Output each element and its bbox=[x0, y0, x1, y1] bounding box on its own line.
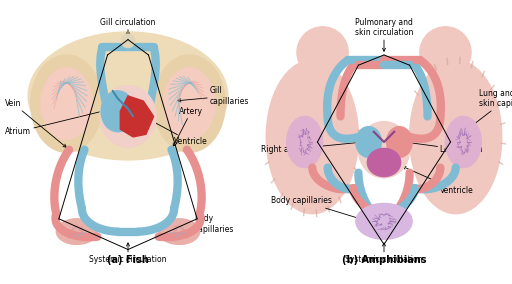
Ellipse shape bbox=[266, 60, 358, 214]
Ellipse shape bbox=[368, 149, 400, 177]
Ellipse shape bbox=[356, 127, 381, 157]
Text: Artery: Artery bbox=[173, 107, 203, 146]
Ellipse shape bbox=[159, 219, 200, 245]
Ellipse shape bbox=[117, 104, 139, 129]
Ellipse shape bbox=[121, 34, 135, 48]
Text: Gill
capillaries: Gill capillaries bbox=[178, 86, 249, 106]
Text: Left atrium: Left atrium bbox=[408, 141, 483, 154]
Ellipse shape bbox=[287, 116, 323, 168]
Text: Pulmonary and
skin circulation: Pulmonary and skin circulation bbox=[355, 18, 413, 51]
Ellipse shape bbox=[100, 86, 156, 147]
Ellipse shape bbox=[101, 91, 134, 132]
Ellipse shape bbox=[356, 203, 412, 239]
Text: Body
capillaries: Body capillaries bbox=[170, 214, 234, 234]
Text: Ventricle: Ventricle bbox=[146, 118, 208, 147]
Text: Atrium: Atrium bbox=[5, 109, 109, 136]
Ellipse shape bbox=[41, 68, 92, 139]
Ellipse shape bbox=[154, 55, 225, 152]
Ellipse shape bbox=[352, 22, 416, 68]
Text: Lung and
skin capillaries: Lung and skin capillaries bbox=[464, 89, 512, 132]
Ellipse shape bbox=[387, 127, 412, 157]
Text: Systemic circulation: Systemic circulation bbox=[345, 243, 423, 264]
Ellipse shape bbox=[445, 116, 481, 168]
Text: Systemic circulation: Systemic circulation bbox=[89, 243, 167, 264]
Ellipse shape bbox=[31, 55, 102, 152]
Text: Gill circulation: Gill circulation bbox=[100, 18, 156, 36]
Text: (b) Amphibians: (b) Amphibians bbox=[342, 255, 426, 265]
Ellipse shape bbox=[358, 122, 410, 178]
Text: Right atrium: Right atrium bbox=[261, 141, 360, 154]
Ellipse shape bbox=[56, 219, 97, 245]
Text: Vein: Vein bbox=[5, 99, 66, 147]
Ellipse shape bbox=[420, 27, 471, 78]
Text: Ventricle: Ventricle bbox=[403, 166, 474, 195]
Text: Body capillaries: Body capillaries bbox=[271, 196, 365, 221]
Ellipse shape bbox=[410, 60, 502, 214]
Text: (a) Fish: (a) Fish bbox=[107, 255, 149, 265]
Ellipse shape bbox=[164, 68, 215, 139]
Ellipse shape bbox=[28, 32, 228, 160]
Polygon shape bbox=[120, 96, 154, 137]
Ellipse shape bbox=[297, 27, 348, 78]
